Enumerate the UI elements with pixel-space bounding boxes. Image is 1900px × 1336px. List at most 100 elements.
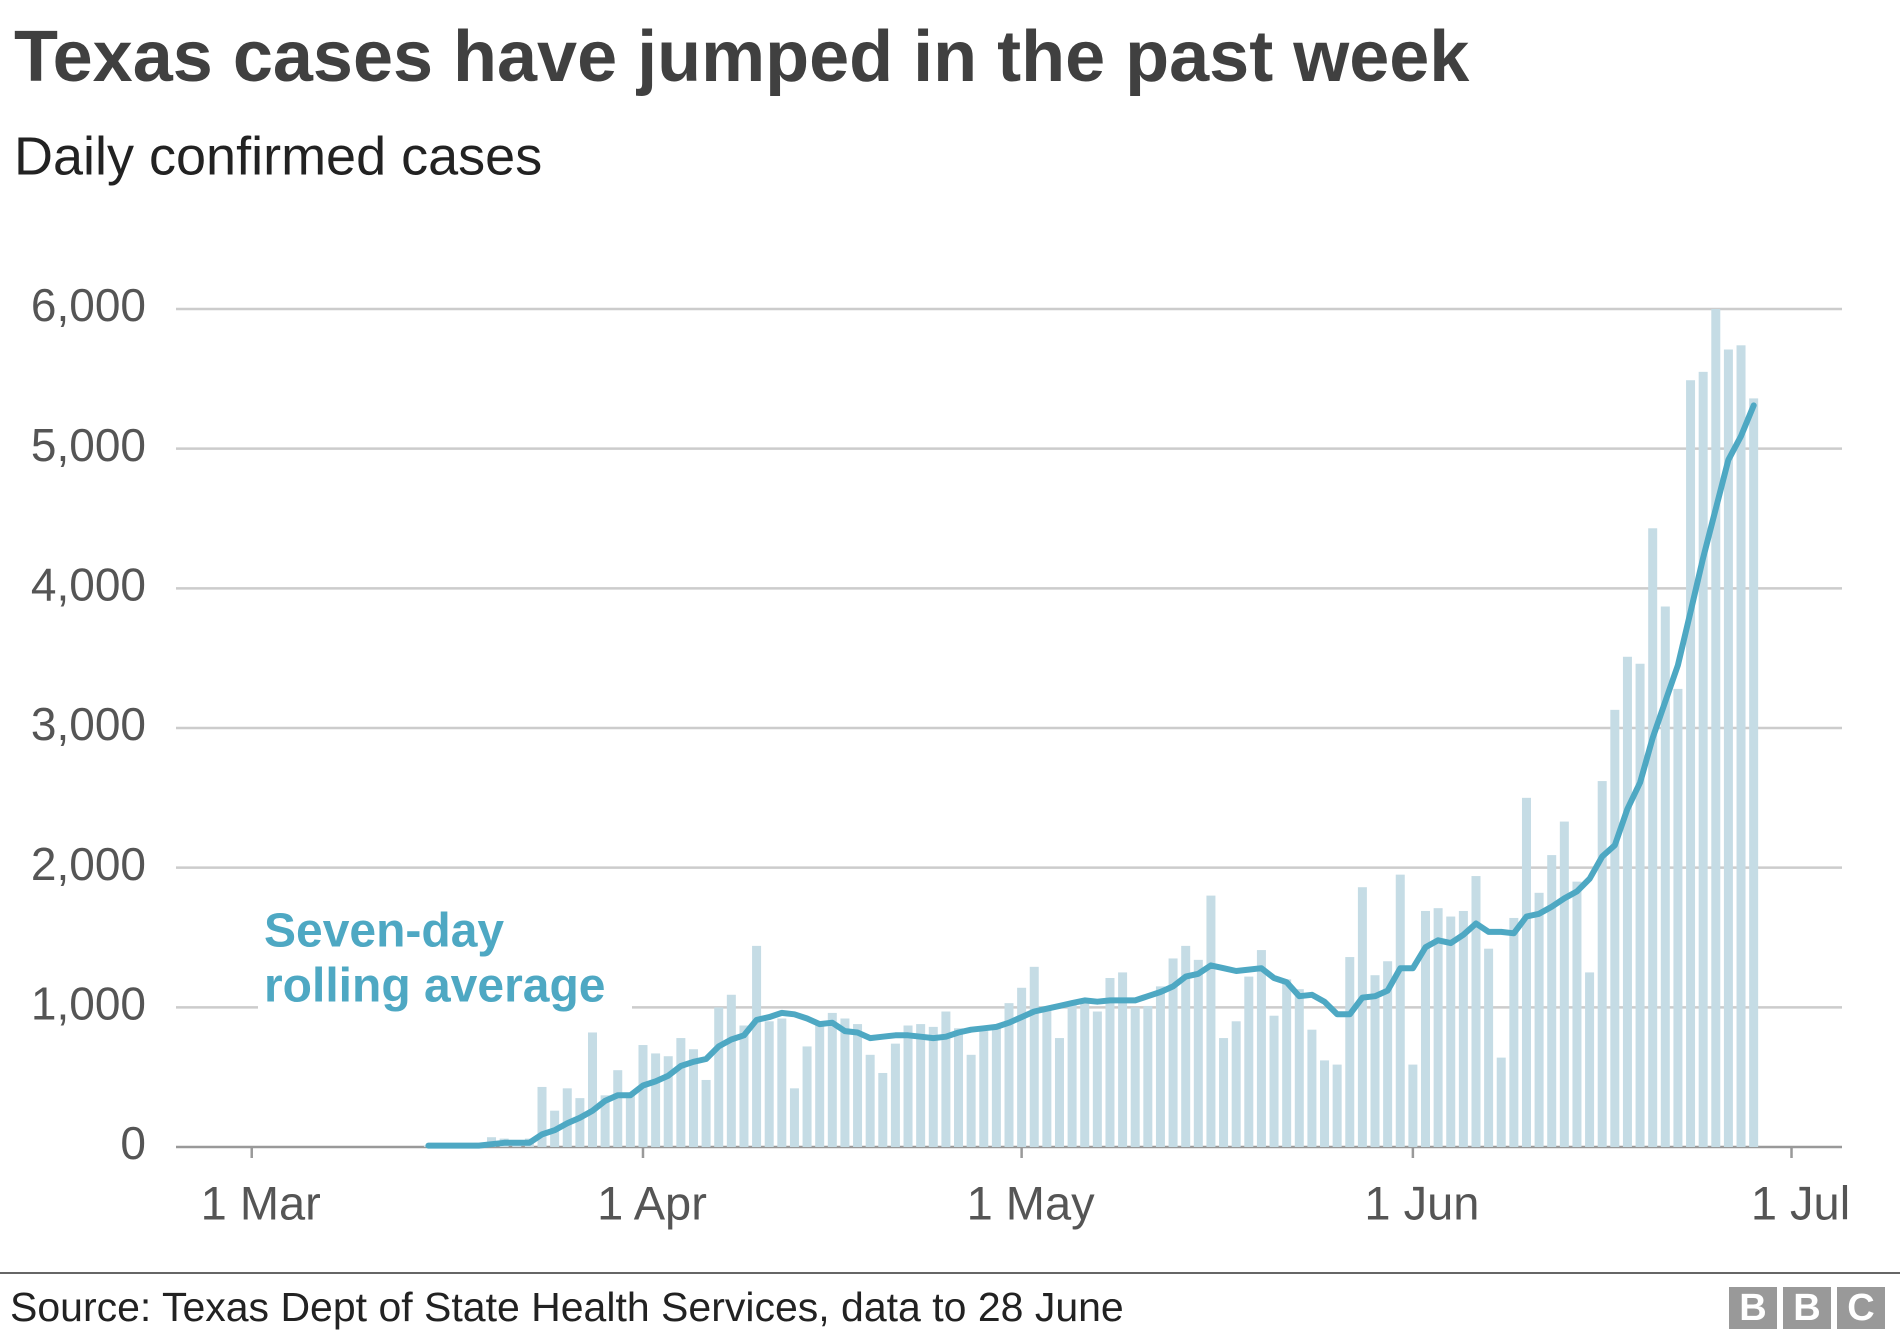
bar bbox=[1269, 1015, 1279, 1147]
bar bbox=[1736, 345, 1746, 1147]
bar bbox=[739, 1025, 749, 1147]
bar bbox=[1017, 987, 1027, 1147]
bar bbox=[651, 1053, 661, 1147]
logo-box bbox=[1783, 1287, 1831, 1329]
bar bbox=[1307, 1029, 1317, 1147]
bar bbox=[1206, 895, 1216, 1147]
bar bbox=[1080, 1000, 1090, 1147]
bar bbox=[600, 1095, 610, 1147]
y-tick-label: 2,000 bbox=[31, 838, 146, 890]
bar bbox=[1067, 1003, 1077, 1147]
bar bbox=[575, 1098, 585, 1147]
y-tick-label: 1,000 bbox=[31, 977, 146, 1029]
bar bbox=[1597, 781, 1607, 1147]
x-tick-label: 1 Mar bbox=[201, 1176, 321, 1229]
bar bbox=[1521, 797, 1531, 1147]
bar bbox=[1294, 989, 1304, 1147]
annotation: rolling average bbox=[264, 960, 605, 1013]
bar bbox=[1660, 606, 1670, 1147]
bar bbox=[1054, 1038, 1064, 1147]
annotation: Seven-day bbox=[264, 905, 504, 958]
x-tick-label: 1 Jul bbox=[1751, 1176, 1850, 1229]
bar bbox=[1471, 876, 1481, 1147]
bar bbox=[726, 994, 736, 1147]
bar bbox=[1130, 1007, 1140, 1147]
bar bbox=[1458, 910, 1468, 1147]
bar bbox=[916, 1024, 926, 1147]
bar bbox=[1572, 881, 1582, 1147]
bar bbox=[1155, 986, 1165, 1147]
x-tick-label: 1 Apr bbox=[597, 1176, 707, 1229]
bar bbox=[928, 1026, 938, 1147]
x-tick-label: 1 Jun bbox=[1364, 1176, 1479, 1229]
bar bbox=[1749, 398, 1759, 1147]
bar bbox=[853, 1024, 863, 1147]
bar bbox=[1383, 961, 1393, 1147]
bar bbox=[1648, 528, 1658, 1147]
bar bbox=[714, 1007, 724, 1147]
bar bbox=[840, 1018, 850, 1147]
bar bbox=[1004, 1003, 1014, 1147]
bar bbox=[865, 1054, 875, 1147]
bar bbox=[1559, 821, 1569, 1147]
bar bbox=[1395, 874, 1405, 1147]
bar bbox=[752, 945, 762, 1147]
bar bbox=[890, 1043, 900, 1147]
y-tick-label: 5,000 bbox=[31, 419, 146, 471]
logo-box bbox=[1729, 1287, 1777, 1329]
chart-title: Texas cases have jumped in the past week bbox=[14, 17, 1470, 97]
bar bbox=[903, 1025, 913, 1147]
bar bbox=[1622, 656, 1632, 1147]
bar bbox=[941, 1011, 951, 1147]
bar bbox=[1547, 855, 1557, 1147]
bar bbox=[979, 1031, 989, 1147]
bar bbox=[663, 1056, 673, 1147]
bar bbox=[1408, 1064, 1418, 1147]
bar bbox=[1332, 1064, 1342, 1147]
annotation-background bbox=[258, 900, 632, 1018]
bar bbox=[827, 1012, 837, 1147]
bar bbox=[701, 1079, 711, 1147]
bar bbox=[1509, 917, 1519, 1147]
bar bbox=[1256, 950, 1266, 1147]
bar bbox=[1421, 910, 1430, 1147]
y-tick-label: 0 bbox=[120, 1117, 146, 1169]
bar bbox=[1433, 908, 1443, 1147]
bar bbox=[1534, 892, 1544, 1147]
bar bbox=[1118, 972, 1128, 1147]
rolling-average-line bbox=[425, 402, 1757, 1149]
bar bbox=[1042, 1008, 1052, 1147]
bar bbox=[1686, 380, 1696, 1148]
x-tick-label: 1 May bbox=[967, 1176, 1095, 1229]
bar bbox=[613, 1070, 623, 1147]
bar bbox=[1446, 916, 1456, 1147]
source: Source: Texas Dept of State Health Servi… bbox=[10, 1284, 1124, 1330]
bar bbox=[1231, 1021, 1241, 1147]
bar bbox=[562, 1088, 572, 1147]
bar bbox=[1370, 975, 1380, 1147]
bar bbox=[1244, 976, 1254, 1147]
bar bbox=[1143, 1005, 1153, 1147]
bar bbox=[1105, 978, 1115, 1147]
bar bbox=[764, 1021, 774, 1147]
y-tick-label: 6,000 bbox=[31, 279, 146, 331]
bar bbox=[1585, 972, 1595, 1147]
bar bbox=[815, 1022, 825, 1147]
bar bbox=[1282, 979, 1292, 1147]
bar bbox=[688, 1049, 698, 1147]
bar bbox=[1092, 1011, 1102, 1147]
logo-box bbox=[1837, 1287, 1885, 1329]
lines bbox=[425, 402, 1757, 1149]
bar bbox=[1320, 1060, 1330, 1147]
y-tick-label: 3,000 bbox=[31, 698, 146, 750]
bar bbox=[966, 1054, 976, 1147]
bar bbox=[1219, 1038, 1229, 1147]
bar bbox=[1673, 688, 1683, 1147]
bar bbox=[1193, 959, 1203, 1147]
bar bbox=[777, 1018, 787, 1147]
bar bbox=[1723, 349, 1733, 1148]
bar bbox=[878, 1072, 888, 1147]
bar bbox=[789, 1088, 799, 1147]
